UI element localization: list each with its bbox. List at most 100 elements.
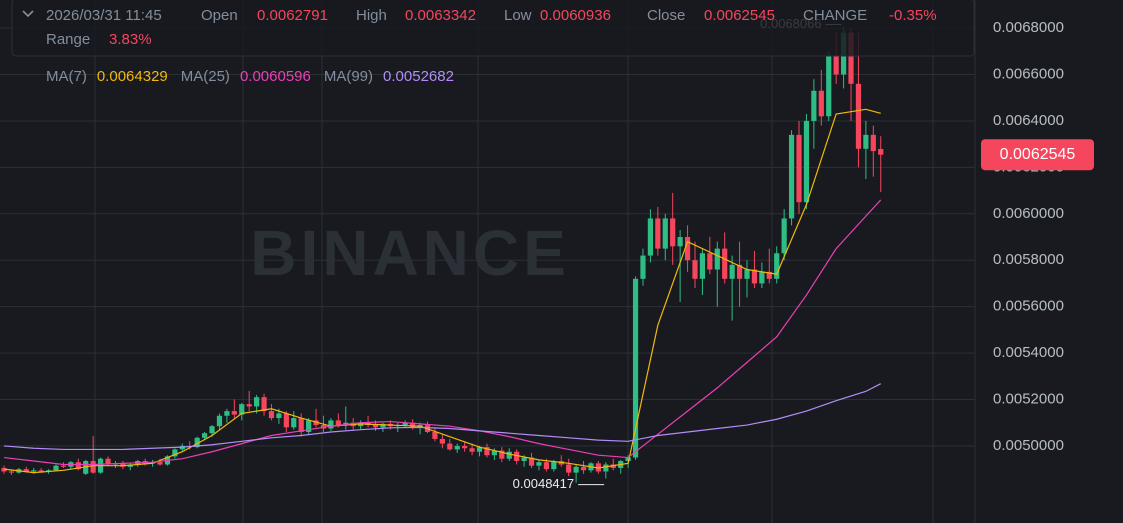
candle-body [506,451,512,459]
candle-body [729,264,735,279]
candle-body [90,461,96,473]
candle-body [870,134,876,152]
candle-body [380,423,386,428]
last-price-box [981,139,1094,171]
y-tick-label: 0.0060000 [993,205,1064,222]
candle-body [662,218,668,249]
candle-body [826,55,832,117]
candle-body [335,420,341,426]
candle-body [8,471,15,473]
candle-body [261,397,267,412]
candle-body [372,425,379,428]
candle-body [53,465,59,471]
candle-body [744,269,750,279]
candle-body [625,457,631,462]
candle-body [268,411,275,419]
candle-body [410,422,416,428]
ma-legend-name: MA(25) [181,68,230,85]
candle-body [781,218,787,254]
candle-body [573,466,579,473]
candle-body [833,55,839,75]
ma-line [3,108,881,474]
candle-body [38,470,44,472]
candle-body [632,278,639,458]
candle-body [751,269,758,284]
y-tick-label: 0.0050000 [993,437,1064,454]
candle-body [551,461,557,470]
candle-body [736,264,743,279]
change-value: -0.35% [889,7,937,24]
candle-body [855,83,862,149]
ma-legend: MA(7) 0.0064329 MA(25) 0.0060596 MA(99) 0.005… [46,68,454,85]
candle-body [469,448,475,452]
candle-body [878,149,884,155]
candle-body [543,462,549,470]
range-value: 3.83% [109,31,152,48]
low-label: Low [504,7,532,24]
candle-body [647,218,654,256]
open-label: Open [201,7,238,24]
candle-body [476,447,483,452]
candle-body [462,445,468,449]
candle-body [157,462,163,465]
candle-body [291,418,297,428]
y-tick-label: 0.0066000 [993,65,1064,82]
candle-body [863,134,869,149]
watermark: BINANCE [250,217,570,289]
close-value: 0.0062545 [704,7,775,24]
collapse-icon[interactable] [22,10,34,18]
candle-body [788,134,795,219]
candle-body [699,253,706,279]
y-tick-label: 0.0052000 [993,390,1064,407]
y-tick-label: 0.0056000 [993,298,1064,315]
candle-body [536,462,542,466]
candle-body [796,134,802,203]
open-value: 0.0062791 [257,7,328,24]
grid [0,0,975,523]
candle-body [246,404,252,407]
candle-body [848,32,854,84]
candle-body [811,90,817,121]
candle-body [528,457,535,466]
candle-body [640,255,646,279]
candle-body [172,449,178,457]
candle-body [677,237,683,247]
candle-body [566,464,572,473]
candle-body [818,90,824,117]
candle-body [231,411,237,415]
candle-body [447,443,453,450]
candle-body [23,469,29,472]
candle-body [402,422,408,426]
close-label: Close [647,7,685,24]
candle-body [514,451,520,462]
candle-body [580,466,587,471]
plot: 0.00680660.0048417 [1,16,884,491]
candle-body [60,465,67,467]
candle-body [105,458,111,465]
candle-body [499,450,505,459]
candle-body [202,433,208,438]
candle-body [306,420,312,433]
candle-body [684,237,691,261]
candle-body [722,248,728,279]
candle-body [328,420,334,429]
ma-legend-value: 0.0052682 [383,68,454,85]
candle-body [216,415,223,427]
low-marker: 0.0048417 [513,476,574,491]
ma-legend-name: MA(99) [324,68,373,85]
candle-body [254,397,260,407]
candle-body [454,445,460,450]
y-tick-label: 0.0058000 [993,251,1064,268]
candle-body [298,418,304,433]
change-label: CHANGE [803,7,867,24]
low-value: 0.0060936 [540,7,611,24]
ma-line [3,383,882,451]
y-tick-label: 0.0064000 [993,112,1064,129]
y-tick-label: 0.0054000 [993,344,1064,361]
candle-body [655,218,661,249]
ma-legend-value: 0.0060596 [240,68,311,85]
candle-body [239,404,245,415]
candle-body [484,447,490,456]
